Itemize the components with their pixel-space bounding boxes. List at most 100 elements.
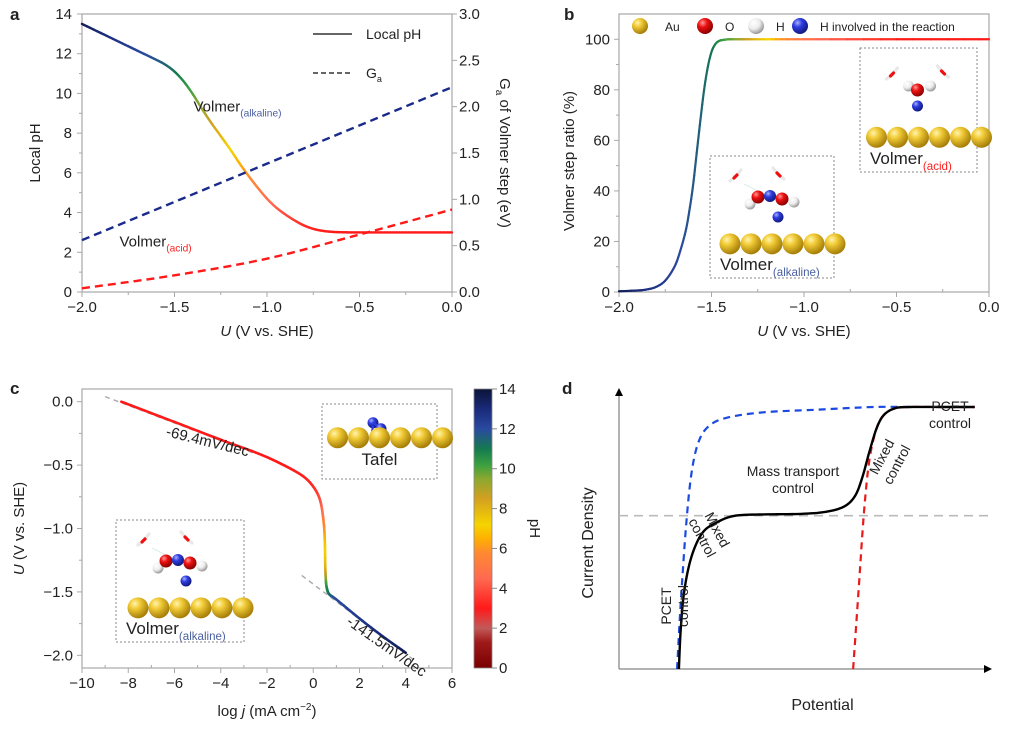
x-tick-label: −1.5 — [697, 299, 727, 316]
y2-tick-label: 0.5 — [459, 238, 480, 255]
y2-tick-label: 0.0 — [459, 284, 480, 301]
y2-tick-label: 1.0 — [459, 191, 480, 208]
x-tick-label: 0 — [309, 675, 317, 692]
y2-tick-label: 1.5 — [459, 145, 480, 162]
annotation-volmer-alkaline-subscript: (alkaline) — [240, 109, 281, 120]
y-tick-label: 40 — [593, 183, 610, 200]
y-tick-label: 0 — [602, 284, 610, 301]
x-tick-label: −2 — [258, 675, 275, 692]
annotation-line: control — [772, 480, 814, 496]
legend-ga-sub: a — [377, 74, 382, 84]
pcet-alkaline-curve — [675, 405, 910, 670]
ga-acid-line — [81, 208, 453, 290]
y-tick-label: 0 — [64, 284, 72, 301]
water-oxygen — [939, 69, 947, 76]
y-axis-label: Volmer step ratio (%) — [561, 91, 578, 231]
polarization-curve — [120, 400, 408, 655]
polarization-curve-segment — [151, 412, 162, 418]
x-tick-label: 0.0 — [442, 299, 463, 316]
y-tick-label: 60 — [593, 132, 610, 149]
colorbar-tick-label: 4 — [499, 580, 507, 597]
legend-ga-main: G — [366, 65, 377, 81]
legend-h-swatch — [748, 18, 764, 34]
y2-axis-label: Ga of Volmer step (eV) — [493, 78, 513, 228]
water-oxygen — [732, 173, 739, 180]
inset-volmer-alkaline-title-main: Volmer — [126, 619, 179, 638]
legend-o-label: O — [725, 20, 734, 34]
x-axis-label-xlabel_sup: −2 — [300, 702, 312, 713]
legend-au-label: Au — [665, 20, 680, 34]
x-axis-label-rest: (V vs. SHE) — [768, 323, 851, 340]
annotation-line: control — [675, 585, 691, 627]
o-atom — [911, 83, 924, 97]
annotation-volmer-acid-main: Volmer — [120, 233, 167, 250]
annotation-volmer-alkaline: Volmer(alkaline) — [194, 98, 282, 119]
inset-volmer-alkaline-title: Volmer(alkaline) — [720, 255, 820, 279]
ga-alkaline-line — [81, 86, 453, 242]
y2-label-rest: of Volmer step (eV) — [496, 95, 513, 228]
y2-label-main: G — [496, 78, 513, 90]
y-axis-label: U (V vs. SHE) — [11, 482, 28, 575]
x-axis-label: U (V vs. SHE) — [757, 323, 850, 340]
legend-h-reactive-label: H involved in the reaction — [820, 20, 955, 34]
x-tick-label: −1.0 — [789, 299, 819, 316]
y2-tick-label: 2.5 — [459, 52, 480, 69]
inset-volmer-alkaline: Volmer(alkaline) — [115, 519, 254, 643]
au-atom — [327, 427, 348, 449]
overall-current-curve — [677, 405, 975, 670]
au-atom — [369, 427, 390, 449]
au-atom — [782, 233, 804, 255]
colorbar-label: pH — [526, 519, 543, 538]
annotation-line: PCET — [931, 398, 969, 414]
x-axis-label: U (V vs. SHE) — [220, 323, 313, 340]
inset-volmer-alkaline: Volmer(alkaline) — [709, 155, 846, 279]
colorbar-tick-label: 14 — [499, 381, 516, 398]
au-atom — [950, 126, 971, 148]
colorbar-tick-label: 12 — [499, 421, 516, 438]
au-atom — [719, 233, 741, 255]
colorbar-tick-label: 8 — [499, 501, 507, 518]
annotation-line: control — [929, 415, 971, 431]
panel-c-chart: −10 −8 −6 −4 −2 0 2 4 6 0.0 −0.5 −1.0 −1.5 −2.0 log j … — [11, 381, 543, 720]
y-tick-label: −0.5 — [43, 457, 73, 474]
y-tick-label: −1.0 — [43, 521, 73, 538]
panel-label-c: c — [10, 379, 19, 398]
au-atom — [411, 427, 432, 449]
legend-ga: Ga — [366, 65, 382, 84]
x-tick-label: −0.5 — [345, 299, 375, 316]
x-tick-label: −2.0 — [67, 299, 97, 316]
legend-h-label: H — [776, 20, 785, 34]
x-axis-label: Potential — [791, 697, 853, 714]
inset-volmer-alkaline-border — [115, 519, 245, 643]
reactive-h-atom — [764, 190, 776, 202]
y-tick-label: 8 — [64, 125, 72, 142]
x-axis-label-xlabel_italic: j — [240, 703, 246, 720]
annotation-4: PCET control — [929, 398, 971, 431]
polarization-curve-segment — [402, 650, 408, 655]
y2-tick-label: 2.0 — [459, 99, 480, 116]
x-tick-label: 4 — [402, 675, 410, 692]
y-tick-label: 100 — [585, 31, 610, 48]
inset-tafel-title: Tafel — [362, 450, 398, 469]
au-atom — [908, 126, 929, 148]
y-tick-label: 0.0 — [52, 394, 73, 411]
inset-volmer-acid-title-subscript: (acid) — [923, 161, 952, 173]
water-oxygen — [775, 171, 782, 178]
au-atom — [740, 233, 762, 255]
slope-label-high: -141.5mV/dec — [343, 613, 430, 681]
reactive-h-atom — [180, 575, 192, 587]
x-tick-label: −2.0 — [604, 299, 634, 316]
au-atom — [761, 233, 783, 255]
reactive-h-atom — [172, 554, 184, 566]
annotation-volmer-alkaline-main: Volmer — [194, 98, 241, 115]
water-oxygen — [888, 71, 896, 78]
annotation-volmer-acid: Volmer(acid) — [120, 233, 192, 254]
x-tick-label: −1.5 — [160, 299, 190, 316]
panel-b-chart: −2.0 −1.5 −1.0 −0.5 0.0 0 20 40 60 80 100 U (V vs. … — [561, 13, 999, 340]
x-tick-label: −10 — [69, 675, 94, 692]
au-atom — [127, 597, 149, 619]
h-atom — [925, 80, 936, 92]
y-axis-label: Local pH — [27, 123, 44, 182]
colorbar-tick-label: 10 — [499, 461, 516, 478]
